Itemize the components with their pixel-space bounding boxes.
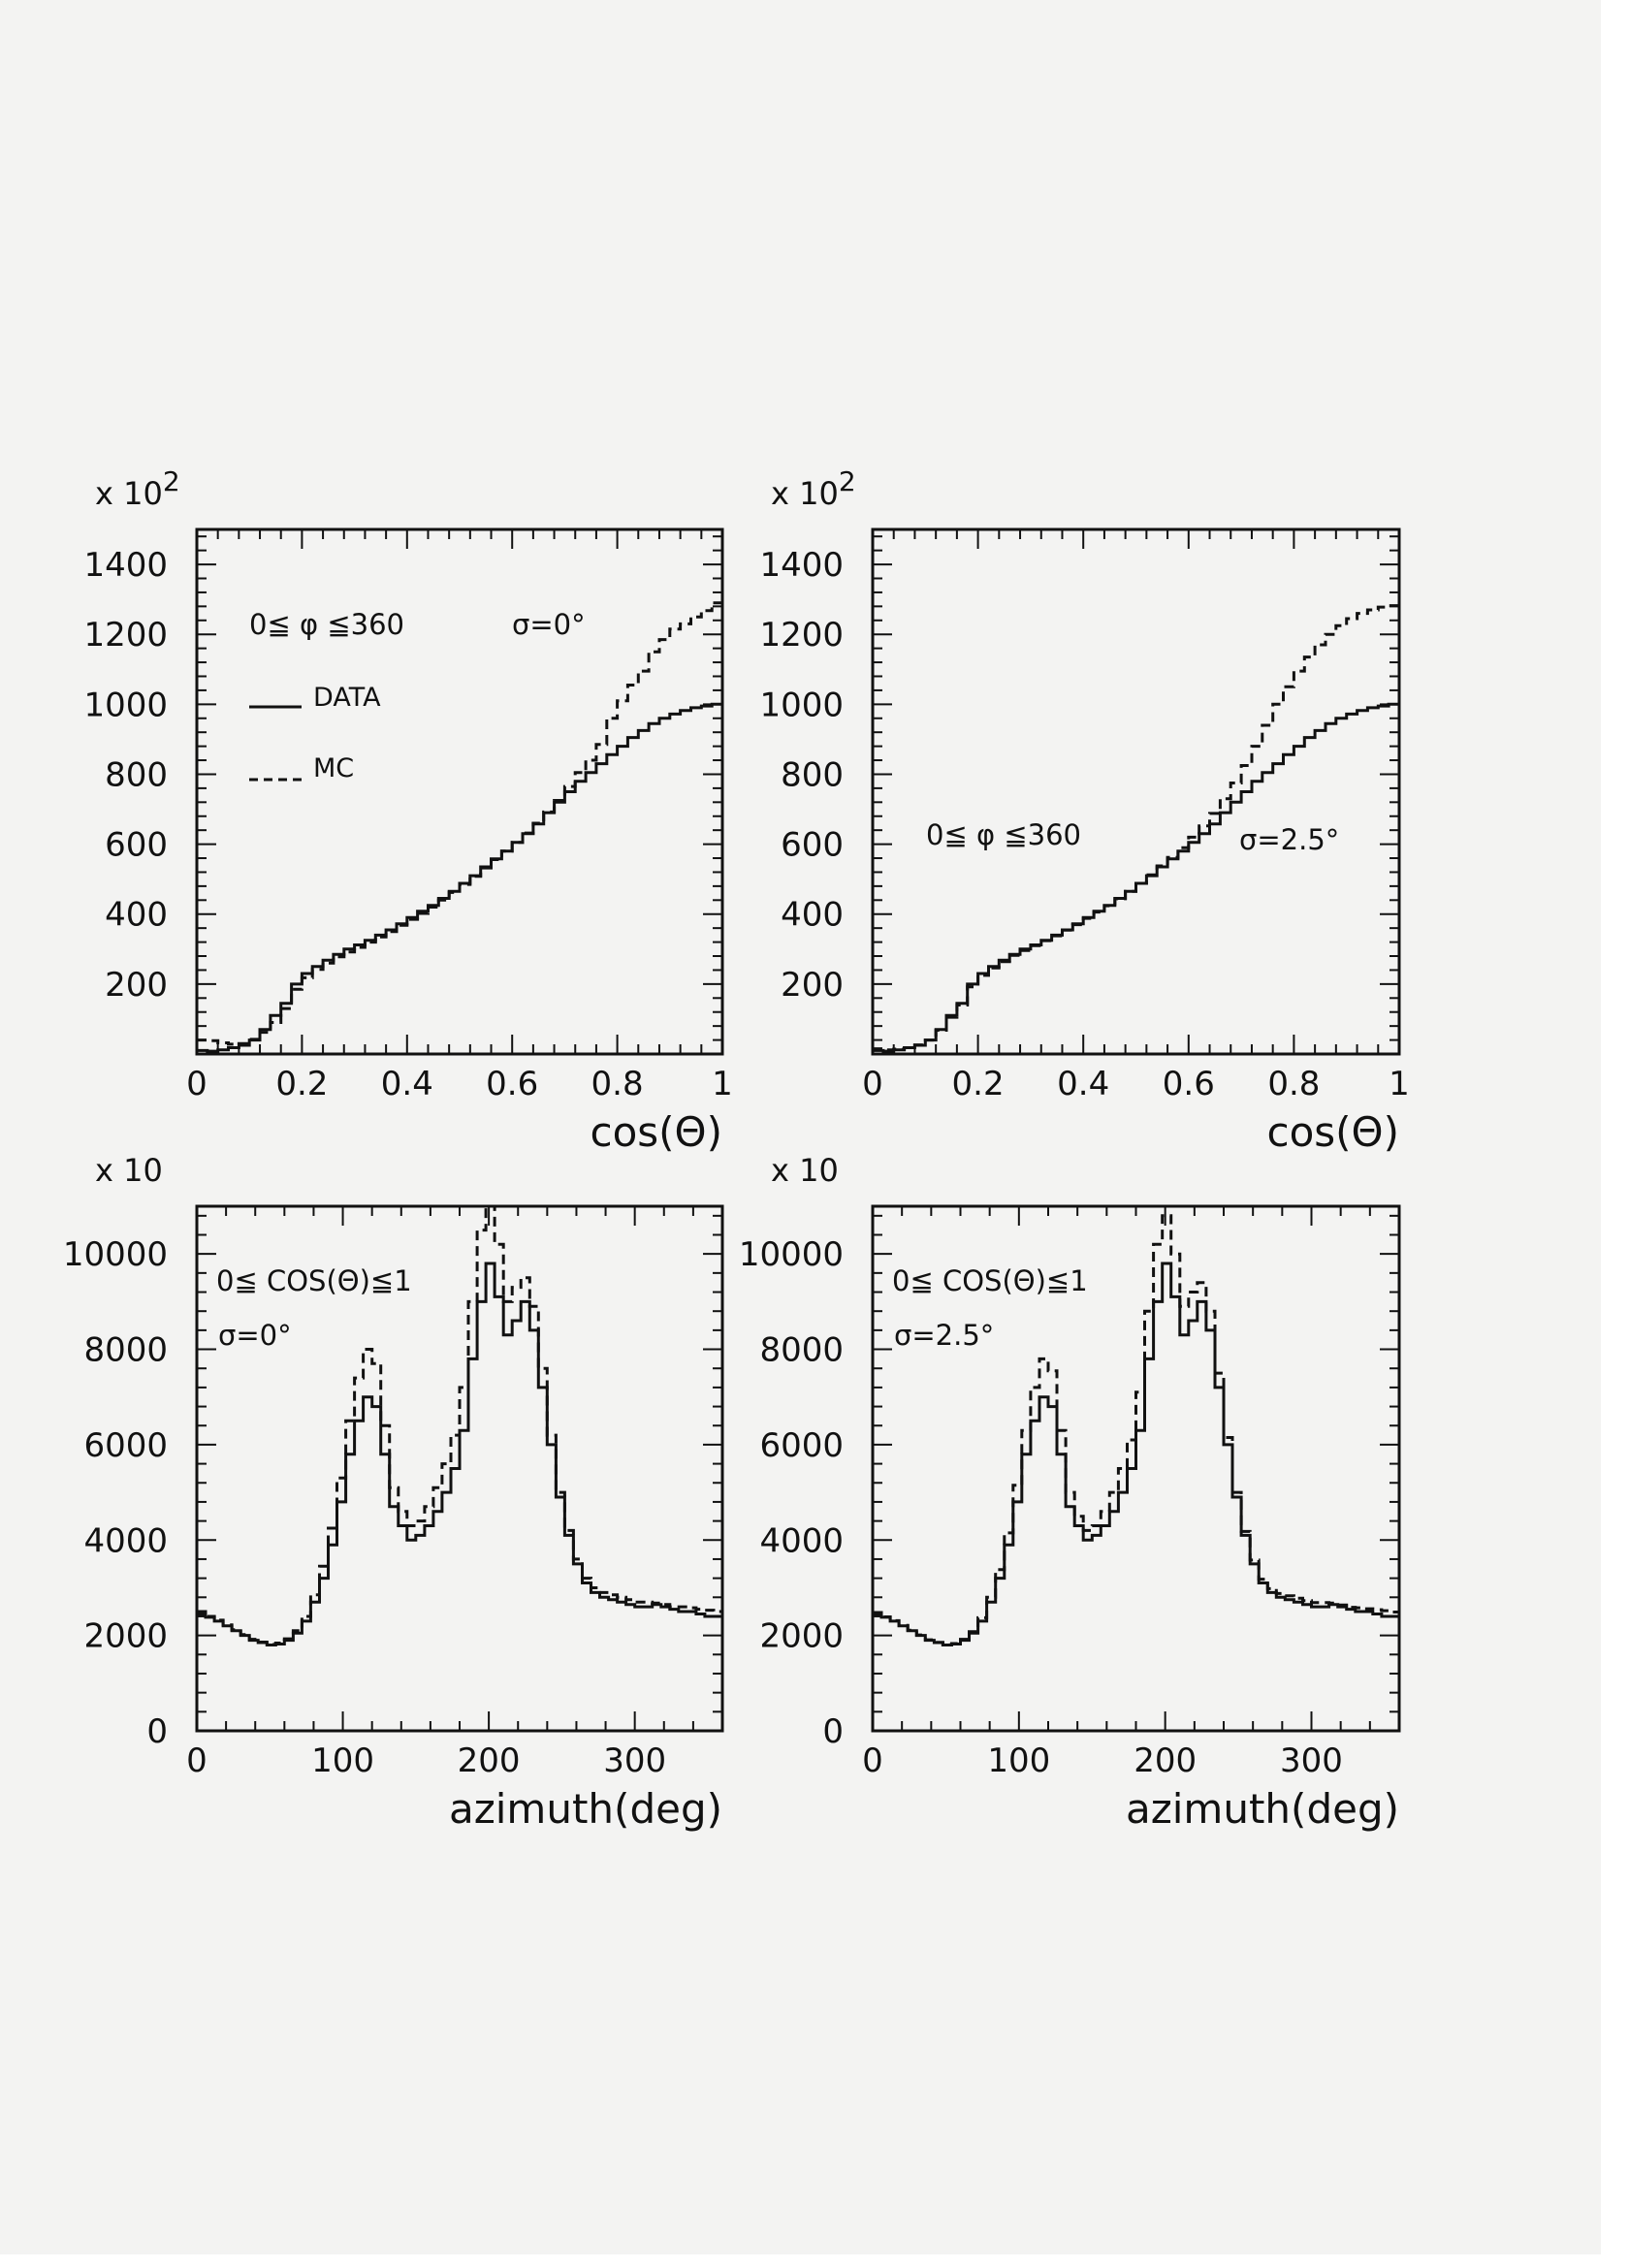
chart-panel-azimuth-sigma2p5: 0 100 200 300 0 2000 4000 6000 8000 10000 azimuth(… [739, 1152, 1401, 1833]
multiplier-base: x 10 [771, 1152, 839, 1189]
y-multiplier-label: x 10 [771, 1152, 839, 1189]
chart-panel-costheta-sigma2p5: 0 0.2 0.4 0.6 0.8 1200400600800100012001400co… [759, 465, 1410, 1156]
x-tick-label: 300 [1280, 1741, 1343, 1780]
x-tick-label: 200 [1134, 1741, 1197, 1780]
series-mc-histogram [873, 1214, 1399, 1646]
series-data-histogram [873, 1262, 1399, 1646]
x-tick-label: 0 [862, 1741, 883, 1780]
x-tick-label: 0.8 [591, 1065, 644, 1103]
x-tick-label: 0.6 [486, 1065, 538, 1103]
y-tick-label: 1000 [759, 686, 844, 724]
cos-range-annotation: 0≦ COS(Θ)≦1 [216, 1264, 412, 1297]
x-tick-label: 0 [862, 1065, 883, 1103]
multiplier-base: x 10 [95, 1152, 163, 1189]
chart-panel-azimuth-sigma0: 0 100 200 300 0 2000 4000 6000 8000 10000 azimuth(… [63, 1152, 724, 1833]
page-bottom-margin [0, 2254, 1629, 2268]
y-tick-label: 1200 [83, 616, 168, 655]
legend-data-label: DATA [313, 683, 381, 713]
y-tick-label: 8000 [83, 1331, 168, 1370]
sigma-annotation: σ=2.5° [1239, 823, 1339, 856]
multiplier-base: x 10 [95, 475, 163, 512]
x-axis-title: azimuth(deg) [449, 1785, 722, 1833]
x-tick-label: 0.4 [1057, 1065, 1109, 1103]
y-tick-label: 6000 [83, 1426, 168, 1465]
page-right-margin [1601, 0, 1629, 2268]
plot-frame [871, 527, 1401, 1056]
x-tick-label: 100 [311, 1741, 374, 1780]
sigma-annotation: σ=0° [512, 608, 586, 641]
x-tick-label: 0.8 [1267, 1065, 1320, 1103]
y-tick-label: 6000 [759, 1426, 844, 1465]
y-tick-label: 4000 [759, 1521, 844, 1560]
y-tick-label: 0 [146, 1712, 168, 1751]
x-tick-label: 300 [603, 1741, 666, 1780]
y-tick-label: 600 [105, 826, 168, 865]
y-tick-label: 800 [105, 755, 168, 794]
y-tick-label: 8000 [759, 1331, 844, 1370]
multiplier-base: x 10 [771, 475, 839, 512]
sigma-annotation: σ=0° [218, 1319, 292, 1352]
y-tick-label: 0 [822, 1712, 844, 1751]
y-tick-label: 1400 [759, 546, 844, 585]
x-axis-title: azimuth(deg) [1126, 1785, 1399, 1833]
x-tick-label: 1 [1389, 1065, 1410, 1103]
y-tick-label: 2000 [83, 1617, 168, 1656]
x-tick-label: 0 [186, 1741, 208, 1780]
x-tick-label: 0 [186, 1065, 208, 1103]
multiplier-exponent: 2 [839, 465, 856, 497]
phi-range-annotation: 0≦ φ ≦360 [926, 818, 1081, 851]
y-tick-label: 200 [105, 966, 168, 1005]
y-multiplier-label: x 102 [95, 465, 180, 512]
y-multiplier-label: x 102 [771, 465, 856, 512]
y-tick-label: 400 [781, 896, 844, 935]
y-tick-label: 1000 [83, 686, 168, 724]
x-tick-label: 100 [987, 1741, 1050, 1780]
y-tick-label: 800 [781, 755, 844, 794]
y-multiplier-label: x 10 [95, 1152, 163, 1189]
legend-mc-label: MC [313, 753, 354, 783]
series-mc-histogram [197, 1206, 722, 1646]
x-tick-label: 1 [712, 1065, 733, 1103]
y-tick-label: 1400 [83, 546, 168, 585]
cos-range-annotation: 0≦ COS(Θ)≦1 [892, 1264, 1088, 1297]
y-tick-label: 4000 [83, 1521, 168, 1560]
x-axis-title: cos(Θ) [1267, 1108, 1400, 1156]
y-tick-label: 1200 [759, 616, 844, 655]
y-tick-label: 10000 [739, 1235, 844, 1274]
x-tick-label: 0.6 [1163, 1065, 1215, 1103]
plot-frame [195, 527, 724, 1056]
y-tick-label: 600 [781, 826, 844, 865]
y-tick-label: 200 [781, 966, 844, 1005]
x-tick-label: 200 [458, 1741, 521, 1780]
y-tick-label: 2000 [759, 1617, 844, 1656]
chart-panel-costheta-sigma0: 0 0.2 0.4 0.6 0.8 1200400600800100012001400co… [83, 465, 733, 1156]
x-axis-title: cos(Θ) [591, 1108, 723, 1156]
series-mc-histogram [873, 604, 1399, 1052]
multiplier-exponent: 2 [163, 465, 180, 497]
x-tick-label: 0.2 [952, 1065, 1005, 1103]
series-mc-histogram [197, 594, 722, 1046]
x-tick-label: 0.4 [381, 1065, 433, 1103]
sigma-annotation: σ=2.5° [894, 1319, 994, 1352]
y-tick-label: 10000 [63, 1235, 168, 1274]
phi-range-annotation: 0≦ φ ≦360 [249, 608, 404, 641]
x-tick-label: 0.2 [275, 1065, 328, 1103]
series-data-histogram [197, 1262, 722, 1646]
y-tick-label: 400 [105, 896, 168, 935]
